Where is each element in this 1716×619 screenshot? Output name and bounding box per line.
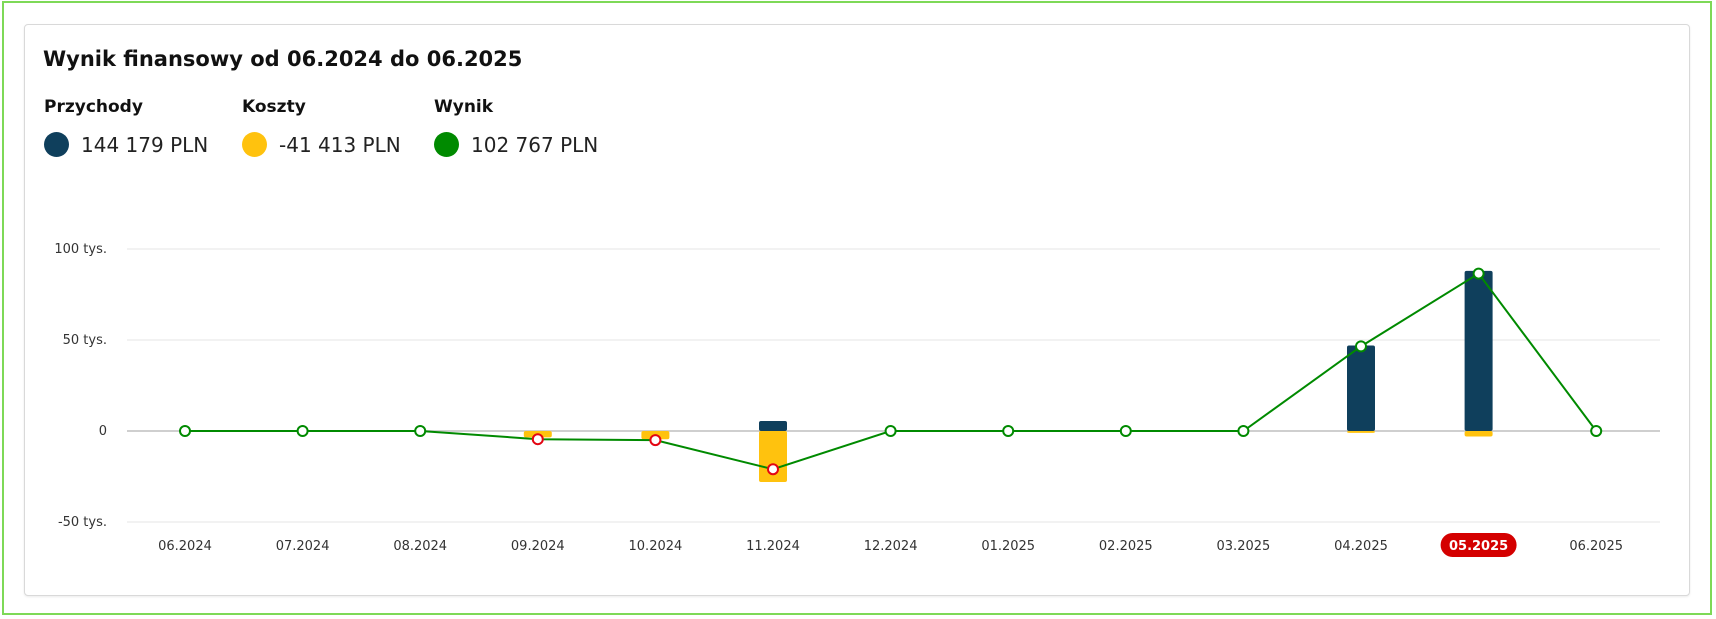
line-point — [531, 433, 544, 446]
line-point — [296, 425, 309, 437]
line-point — [179, 425, 191, 437]
chart-card — [24, 24, 1690, 596]
bar-koszty — [759, 431, 787, 482]
x-tick-label: 04.2025 — [1334, 539, 1388, 554]
y-tick-label: 0 — [99, 424, 107, 439]
line-point — [1002, 425, 1015, 437]
selected-category-pill — [1440, 533, 1517, 557]
x-tick-label: 11.2024 — [746, 539, 800, 554]
legend-value: -41 413 PLN — [279, 132, 401, 157]
x-tick-label: 09.2024 — [511, 539, 565, 554]
x-tick-label: 12.2024 — [864, 539, 918, 554]
x-tick-label: 01.2025 — [981, 539, 1035, 554]
chart-title: Wynik finansowy od 06.2024 do 06.2025 — [43, 47, 523, 71]
x-tick-label: 03.2025 — [1217, 539, 1271, 554]
x-tick-label: 06.2024 — [158, 539, 212, 554]
legend-dot-icon — [44, 132, 69, 157]
x-tick-label-selected: 05.2025 — [1449, 539, 1508, 554]
line-point — [767, 463, 779, 476]
legend-value: 102 767 PLN — [471, 132, 599, 157]
y-tick-label: 50 tys. — [63, 333, 107, 348]
line-point — [414, 425, 427, 437]
line-point — [1472, 267, 1485, 280]
line-point — [1119, 425, 1132, 437]
legend-value: 144 179 PLN — [81, 132, 209, 157]
bar-przychody — [1464, 270, 1493, 431]
bar-przychody — [1347, 345, 1375, 431]
x-tick-label: 07.2024 — [276, 539, 330, 554]
bar-koszty — [1347, 431, 1375, 433]
x-tick-label: 10.2024 — [629, 539, 683, 554]
x-tick-label: 06.2025 — [1569, 539, 1623, 554]
line-point — [884, 425, 897, 437]
y-tick-label: -50 tys. — [58, 515, 107, 530]
bar-przychody — [759, 420, 787, 431]
legend-dot-icon — [434, 132, 459, 157]
line-point — [1590, 425, 1603, 437]
legend-koszty[interactable]: Koszty -41 413 PLN — [242, 97, 401, 157]
legend-wynik[interactable]: Wynik 102 767 PLN — [434, 97, 598, 157]
bar-koszty — [1464, 431, 1493, 437]
line-point — [1355, 340, 1367, 353]
line-wynik — [185, 272, 1598, 471]
legend-dot-icon — [242, 132, 267, 157]
x-tick-label: 08.2024 — [393, 539, 447, 554]
y-tick-label: 100 tys. — [54, 242, 107, 257]
legend-label: Koszty — [242, 97, 306, 117]
legend-przychody[interactable]: Przychody 144 179 PLN — [44, 97, 208, 157]
legend-label: Przychody — [44, 97, 143, 117]
x-tick-label: 02.2025 — [1099, 539, 1153, 554]
line-point — [649, 434, 662, 447]
line-point — [1237, 425, 1250, 437]
legend-label: Wynik — [434, 97, 494, 117]
